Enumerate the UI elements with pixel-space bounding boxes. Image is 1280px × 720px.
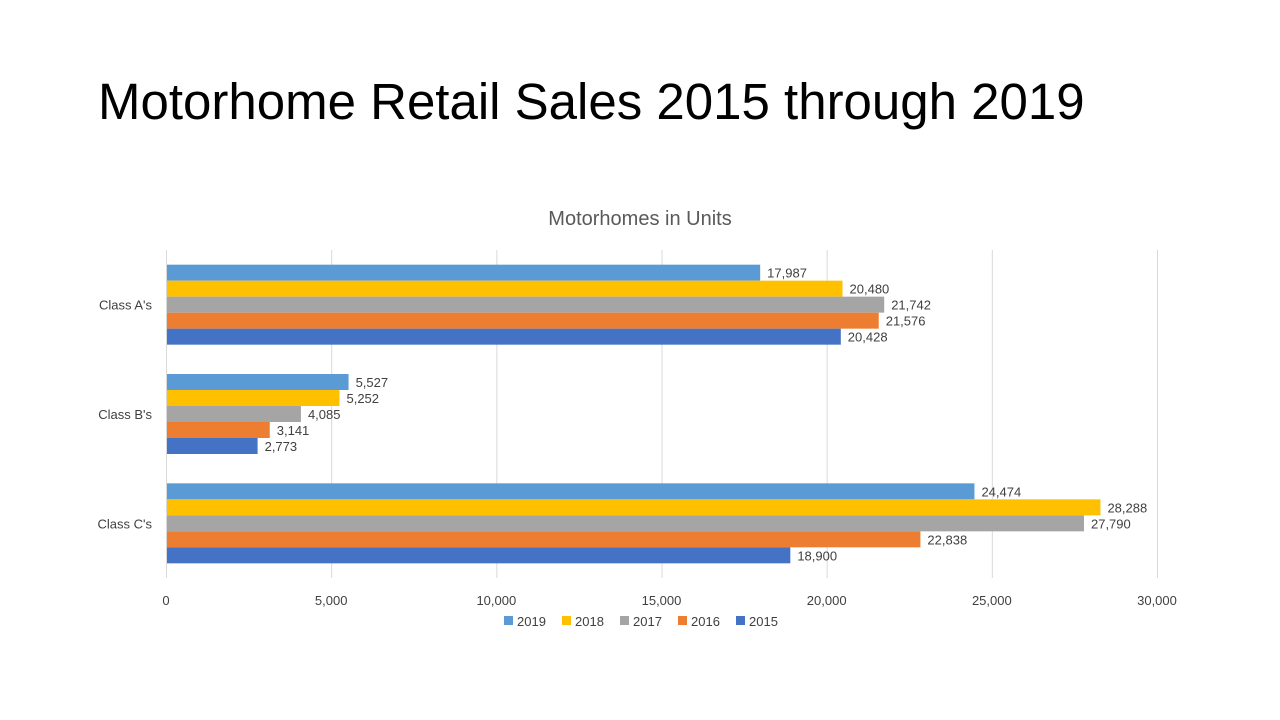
category-label: Class B's xyxy=(98,407,152,422)
bar xyxy=(166,499,1101,516)
data-label: 21,576 xyxy=(886,314,926,329)
bar xyxy=(166,406,301,422)
value-axis: 0 5,000 10,000 15,000 20,000 25,000 30,000 xyxy=(162,593,1177,608)
data-label: 21,742 xyxy=(891,298,931,313)
x-tick-label: 30,000 xyxy=(1137,593,1177,608)
legend: 2019 2018 2017 2016 2015 xyxy=(504,614,778,629)
bar xyxy=(166,374,349,390)
bar xyxy=(166,328,841,345)
bar xyxy=(166,296,885,313)
x-tick-label: 15,000 xyxy=(642,593,682,608)
bar xyxy=(166,438,258,454)
legend-swatch xyxy=(504,616,513,625)
data-label: 27,790 xyxy=(1091,516,1131,531)
data-label: 3,141 xyxy=(277,423,310,438)
legend-label: 2019 xyxy=(517,614,546,629)
bar xyxy=(166,280,843,297)
data-label: 5,252 xyxy=(346,391,379,406)
x-tick-label: 0 xyxy=(162,593,169,608)
legend-label: 2015 xyxy=(749,614,778,629)
x-tick-label: 20,000 xyxy=(807,593,847,608)
legend-label: 2018 xyxy=(575,614,604,629)
data-label: 20,428 xyxy=(848,330,888,345)
bar xyxy=(166,264,761,281)
data-label: 4,085 xyxy=(308,407,341,422)
x-tick-label: 5,000 xyxy=(315,593,348,608)
bar xyxy=(166,547,791,564)
data-label: 28,288 xyxy=(1107,500,1147,515)
bar xyxy=(166,422,270,438)
bar xyxy=(166,515,1084,532)
bar xyxy=(166,390,340,406)
bar xyxy=(166,531,921,548)
x-tick-label: 10,000 xyxy=(476,593,516,608)
data-label: 24,474 xyxy=(981,484,1021,499)
legend-label: 2016 xyxy=(691,614,720,629)
legend-swatch xyxy=(736,616,745,625)
data-label: 5,527 xyxy=(356,375,389,390)
legend-label: 2017 xyxy=(633,614,662,629)
category-label: Class C's xyxy=(98,516,153,531)
category-axis: Class A's Class B's Class C's xyxy=(98,250,167,578)
legend-swatch xyxy=(562,616,571,625)
bars xyxy=(166,264,1101,564)
legend-swatch xyxy=(678,616,687,625)
data-label: 2,773 xyxy=(265,439,298,454)
category-label: Class A's xyxy=(99,298,153,313)
bar xyxy=(166,312,879,329)
data-label: 22,838 xyxy=(927,532,967,547)
legend-swatch xyxy=(620,616,629,625)
x-tick-label: 25,000 xyxy=(972,593,1012,608)
data-label: 20,480 xyxy=(850,282,890,297)
bar xyxy=(166,483,975,500)
chart-title: Motorhomes in Units xyxy=(548,208,731,230)
data-label: 18,900 xyxy=(797,548,837,563)
slide-title: Motorhome Retail Sales 2015 through 2019 xyxy=(98,73,1085,130)
data-label: 17,987 xyxy=(767,266,807,281)
